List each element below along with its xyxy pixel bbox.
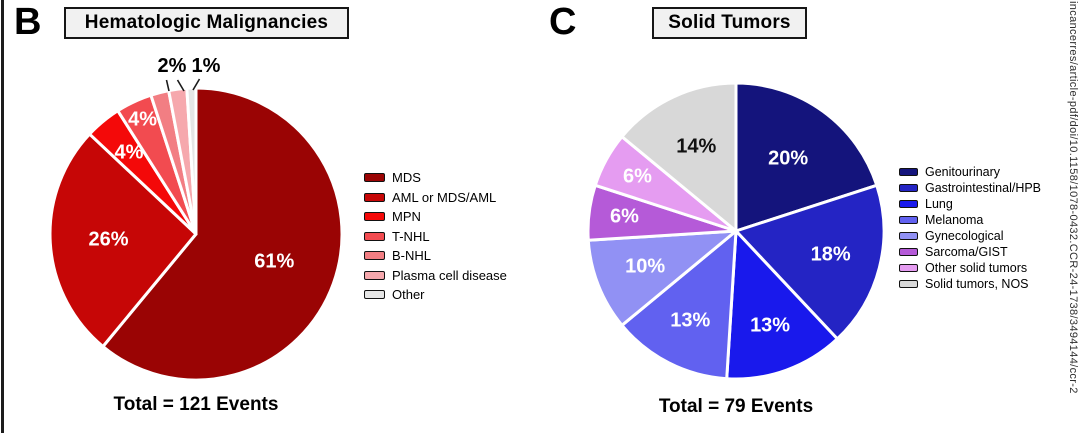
pie-percent-label: 20% [768,147,809,170]
legend-item: Plasma cell disease [364,266,507,286]
legend-swatch [364,173,385,183]
legend-item: Solid tumors, NOS [899,276,1041,292]
legend-label: Gastrointestinal/HPB [925,181,1042,195]
legend-swatch [899,264,918,272]
legend-swatch [364,290,385,300]
legend-item: T-NHL [364,227,507,247]
pie-percent-label: 13% [750,314,791,337]
pie-slice [48,132,198,348]
legend-swatch [899,280,918,288]
panel-label-b: B [14,1,42,43]
pie-percent-label: 13% [670,309,711,332]
pie-slice [725,229,839,381]
panel-label-c: C [549,1,577,43]
legend-swatch [899,248,918,256]
pie-percent-label: 18% [810,243,851,266]
legend-label: MPN [392,209,421,225]
pie-slice [734,183,886,341]
pie-slice [586,229,738,327]
pie-percent-label: 14% [676,135,717,158]
legend-item: Sarcoma/GIST [899,244,1041,260]
total-events-c: Total = 79 Events [658,396,814,417]
pie-percent-label: 4% [128,108,157,131]
panel-title-solid-tumors: Solid Tumors [652,7,807,39]
total-events-b: Total = 121 Events [113,394,279,415]
callout-label-1pct: 1% [191,55,221,77]
legend-swatch [899,216,918,224]
callout-label-2pct: 2% [157,55,187,77]
legend-swatch [899,200,918,208]
legend-swatch [364,192,385,202]
legend-item: Gynecological [899,228,1041,244]
pie-slice [734,81,879,233]
legend-item: Melanoma [899,212,1041,228]
legend-swatch [364,212,385,222]
legend-label: Solid tumors, NOS [925,277,1029,291]
legend-label: B-NHL [392,248,432,264]
legend-item: AML or MDS/AML [364,188,507,208]
legend-item: Genitourinary [899,164,1041,180]
pie-percent-label: 61% [254,250,295,273]
legend-label: Sarcoma/GIST [925,245,1008,259]
legend-label: Other [392,287,425,303]
pie-percent-label: 10% [625,255,666,278]
legend-item: Other [364,285,507,305]
panel-title-hematologic: Hematologic Malignancies [64,7,349,39]
pie-chart-solid-tumors [586,81,886,381]
pie-slice [101,86,344,382]
legend-item: B-NHL [364,246,507,266]
legend-label: MDS [392,170,421,186]
legend-swatch [899,232,918,240]
legend-hematologic: MDS AML or MDS/AML MPN T-NHL B-NHL Plasma cel… [364,168,507,305]
pie-slice [620,81,738,233]
legend-label: Other solid tumors [925,261,1028,275]
pie-percent-label: 4% [114,141,144,164]
legend-label: Melanoma [925,213,984,227]
legend-item: MDS [364,168,507,188]
pie-chart-hematologic [48,86,344,382]
legend-item: Other solid tumors [899,260,1041,276]
pie-slice [620,229,738,381]
callout-leader-lines [165,78,201,92]
legend-label: AML or MDS/AML [392,189,497,205]
legend-label: Genitourinary [925,165,1001,179]
legend-swatch [364,251,385,261]
pie-percent-label: 6% [622,165,652,188]
journal-watermark-url: incancerres/article-pdf/doi/10.1158/1078… [1067,1,1079,394]
legend-solid-tumors: Genitourinary Gastrointestinal/HPB Lung Mel… [899,164,1041,292]
legend-swatch [899,168,918,176]
legend-label: Lung [925,197,953,211]
pie-percent-label: 6% [609,205,639,228]
legend-swatch [364,270,385,280]
legend-label: Gynecological [925,229,1004,243]
pie-slice [185,86,198,236]
legend-swatch [364,231,385,241]
legend-swatch [899,184,918,192]
legend-item: MPN [364,207,507,227]
legend-label: T-NHL [392,228,430,244]
legend-item: Lung [899,196,1041,212]
figure-left-border [1,0,4,433]
legend-label: Plasma cell disease [392,267,507,283]
pie-percent-label: 26% [88,228,129,250]
legend-item: Gastrointestinal/HPB [899,180,1041,196]
